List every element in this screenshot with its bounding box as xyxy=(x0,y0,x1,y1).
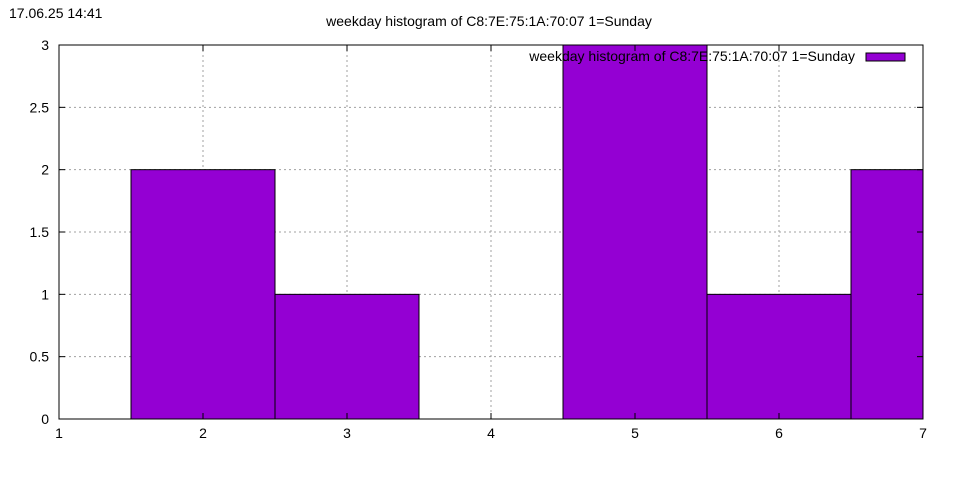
bar xyxy=(562,44,708,420)
x-tick-label: 5 xyxy=(631,425,639,441)
y-tick-label: 0 xyxy=(41,411,49,427)
x-tick-label: 4 xyxy=(487,425,495,441)
legend: weekday histogram of C8:7E:75:1A:70:07 1… xyxy=(528,48,906,64)
bar xyxy=(706,293,852,420)
bar xyxy=(274,293,420,420)
x-tick-label: 2 xyxy=(199,425,207,441)
bars xyxy=(130,44,924,420)
legend-label: weekday histogram of C8:7E:75:1A:70:07 1… xyxy=(528,48,855,64)
y-tick-label: 1.5 xyxy=(30,224,50,240)
y-tick-label: 0.5 xyxy=(30,349,50,365)
y-tick-label: 3 xyxy=(41,37,49,53)
x-tick-label: 6 xyxy=(775,425,783,441)
legend-swatch xyxy=(865,52,906,62)
bar xyxy=(130,169,276,420)
y-tick-label: 2 xyxy=(41,162,49,178)
timestamp: 17.06.25 14:41 xyxy=(9,5,103,21)
y-tick-label: 2.5 xyxy=(30,99,50,115)
y-tick-label: 1 xyxy=(41,286,49,302)
chart-title: weekday histogram of C8:7E:75:1A:70:07 1… xyxy=(325,13,652,29)
x-tick-label: 3 xyxy=(343,425,351,441)
x-tick-label: 1 xyxy=(55,425,63,441)
bar xyxy=(850,169,924,420)
x-tick-label: 7 xyxy=(919,425,927,441)
axis-ticks: 1 2 3 4 5 6 7 0 0.5 1 1.5 2 2.5 3 xyxy=(30,37,928,441)
